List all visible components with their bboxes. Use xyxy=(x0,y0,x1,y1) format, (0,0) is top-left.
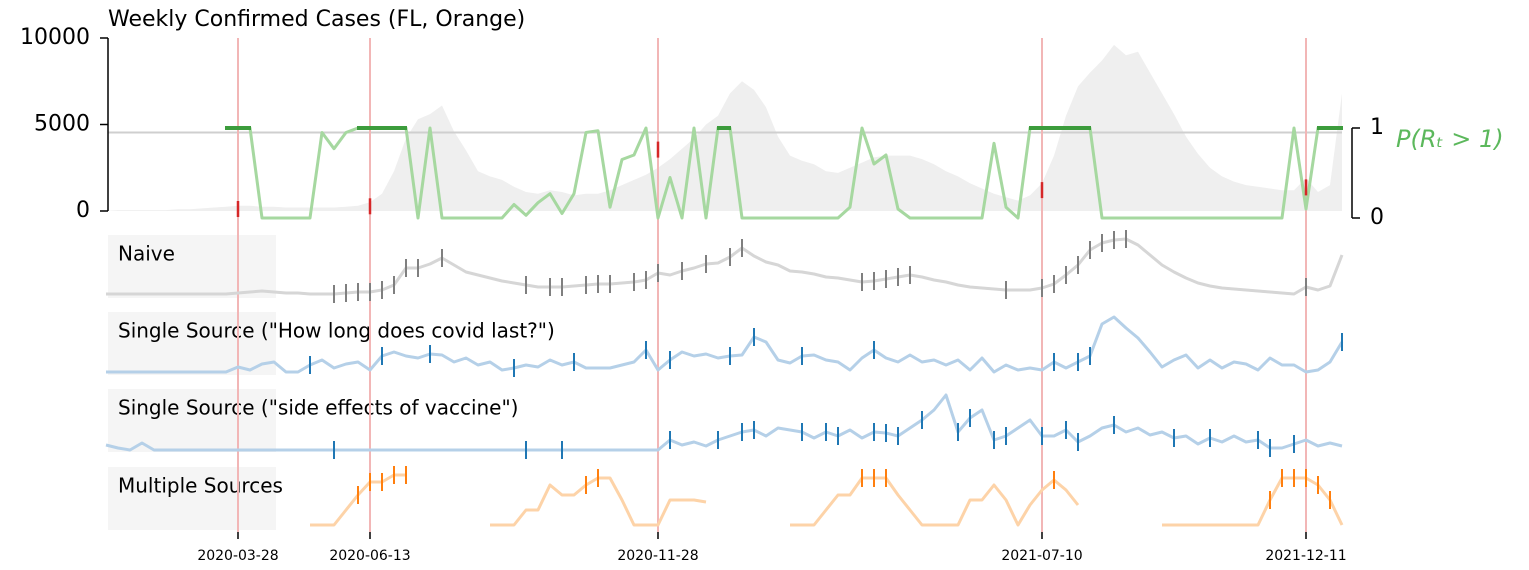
panel-title: Single Source ("How long does covid last… xyxy=(118,319,555,343)
chart-title: Weekly Confirmed Cases (FL, Orange) xyxy=(108,7,525,32)
x-tick-label: 2020-11-28 xyxy=(617,548,698,564)
panel-title: Naive xyxy=(118,242,175,266)
panel-label-bg xyxy=(108,467,276,530)
panel-line xyxy=(106,237,1344,296)
panel-line xyxy=(106,315,1344,374)
x-tick-label: 2021-12-11 xyxy=(1265,548,1346,564)
panel-label-bg xyxy=(108,235,276,298)
panel-label-bg xyxy=(108,389,276,452)
x-tick-label: 2021-07-10 xyxy=(1001,548,1082,564)
x-tick-label: 2020-06-13 xyxy=(329,548,410,564)
panel-line xyxy=(105,393,1343,452)
y-tick-label: 5000 xyxy=(34,112,90,137)
x-tick-label: 2020-03-28 xyxy=(197,548,278,564)
y-tick-label: 10000 xyxy=(20,25,90,50)
y-tick-label: 0 xyxy=(76,198,90,223)
y2-axis-label: P(Rₜ > 1) xyxy=(1396,125,1504,153)
y2-tick-label: 1 xyxy=(1370,115,1384,140)
probability-line xyxy=(226,126,1342,220)
panel-title: Multiple Sources xyxy=(118,474,283,498)
panel-title: Single Source ("side effects of vaccine"… xyxy=(118,396,519,420)
y2-tick-label: 0 xyxy=(1370,205,1384,230)
panel-line xyxy=(310,473,1344,527)
panel-label-bg xyxy=(108,312,276,375)
